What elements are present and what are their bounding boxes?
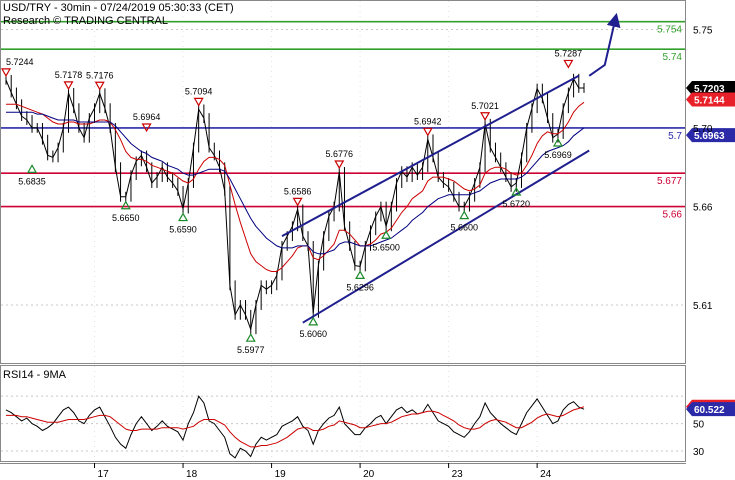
swing-high-label: 5.6942: [414, 116, 442, 126]
swing-high-label: 5.7094: [185, 86, 213, 96]
moving-averages: [6, 101, 585, 272]
swing-high-label: 5.6776: [325, 149, 353, 159]
axes: 5.61 5.66 5.70 5.75 50 30 17 18 19 20 23 24: [94, 26, 713, 480]
swing-low-label: 5.6296: [346, 282, 374, 292]
swing-low-marker: [459, 210, 470, 220]
swing-high-marker: [292, 197, 303, 207]
rsi-badge-bg: [686, 402, 735, 417]
swing-low-label: 5.6500: [372, 242, 400, 252]
price-tick-label: 5.61: [693, 301, 713, 312]
price-tick-label: 5.66: [693, 203, 713, 214]
swing-high-marker: [334, 160, 345, 170]
rsi-line: [5, 395, 585, 459]
swing-high-marker: [193, 97, 204, 107]
level-label: 5.677: [657, 176, 682, 187]
price-badge-label: 5.6963: [694, 131, 725, 142]
swing-high-label: 5.7176: [86, 70, 114, 80]
price-tick-label: 5.70: [693, 124, 713, 135]
swing-high-label: 5.6964: [133, 112, 161, 122]
chart-title: USD/TRY - 30min - 07/24/2019 05:30:33 (C…: [3, 2, 234, 14]
moving-average-line: [6, 111, 585, 255]
swing-high-marker: [94, 81, 105, 91]
level-label: 5.74: [663, 52, 683, 63]
rsi-tick-label: 50: [693, 420, 705, 431]
swing-low-marker: [178, 212, 189, 222]
rsi-title: RSI14 - 9MA: [3, 369, 67, 381]
level-label: 5.7: [668, 131, 682, 142]
channel-lower-line: [302, 149, 590, 324]
moving-average-line: [6, 101, 585, 272]
price-badge-bg: [686, 128, 735, 143]
swing-low-label: 5.5977: [237, 345, 265, 355]
channel-upper-line: [281, 74, 580, 237]
swing-low-marker: [552, 137, 563, 147]
trend-channel: [281, 12, 621, 324]
price-badge-label: 5.7144: [694, 96, 725, 107]
price-panel-frame: [0, 0, 686, 364]
swing-low-label: 5.6720: [503, 199, 531, 209]
swing-high-marker: [0, 68, 12, 78]
time-tick-label: 23: [452, 469, 464, 480]
rsi-grid: [1, 395, 685, 452]
swing-high-marker: [563, 59, 574, 69]
swing-low-label: 5.6835: [18, 176, 46, 186]
time-tick-label: 20: [363, 469, 375, 480]
swing-high-label: 5.6586: [284, 186, 312, 196]
swing-markers: 5.7244 5.7178 5.7176 5.6964 5.7094 5.6776 5.65…: [0, 48, 583, 355]
swing-low-label: 5.6590: [169, 225, 197, 235]
swing-low-marker: [511, 186, 522, 196]
swing-high-marker: [422, 127, 433, 137]
swing-low-marker: [120, 200, 131, 210]
swing-high-label: 5.7244: [6, 57, 34, 67]
swing-high-label: 5.7178: [55, 70, 83, 80]
swing-high-label: 5.7021: [471, 101, 499, 111]
level-label: 5.754: [657, 25, 682, 36]
time-tick-label: 24: [540, 469, 552, 480]
price-badge-label: 5.7203: [694, 84, 725, 95]
swing-high-label: 5.7287: [555, 48, 583, 58]
rsi-badge-label: 60.522: [694, 405, 725, 416]
swing-high-marker: [480, 112, 491, 121]
price-line: [5, 77, 584, 332]
rsi-ma-line: [6, 406, 585, 448]
time-tick-label: 19: [275, 469, 287, 480]
rsi-tick-label: 30: [693, 447, 705, 458]
swing-low-marker: [245, 332, 256, 342]
time-tick-label: 18: [186, 469, 198, 480]
swing-high-marker: [141, 123, 152, 133]
swing-low-marker: [308, 316, 319, 326]
time-tick-label: 17: [98, 469, 110, 480]
swing-low-marker: [355, 270, 366, 280]
forecast-arrow: [588, 12, 621, 77]
level-label: 5.66: [663, 210, 683, 221]
price-badge-bg: [686, 92, 735, 107]
price-badge-bg: [686, 80, 735, 95]
swing-low-label: 5.6060: [299, 329, 327, 339]
price-tick-label: 5.75: [693, 26, 713, 37]
swing-low-label: 5.6969: [544, 150, 572, 160]
swing-low-marker: [27, 164, 38, 173]
swing-low-marker: [381, 230, 392, 239]
swing-low-label: 5.6600: [450, 223, 478, 233]
rsi-series: [5, 395, 585, 459]
chart-source: Research © TRADING CENTRAL: [3, 15, 168, 27]
swing-high-marker: [63, 81, 74, 91]
swing-low-label: 5.6650: [112, 213, 140, 223]
rsi-panel-frame: [0, 365, 686, 462]
